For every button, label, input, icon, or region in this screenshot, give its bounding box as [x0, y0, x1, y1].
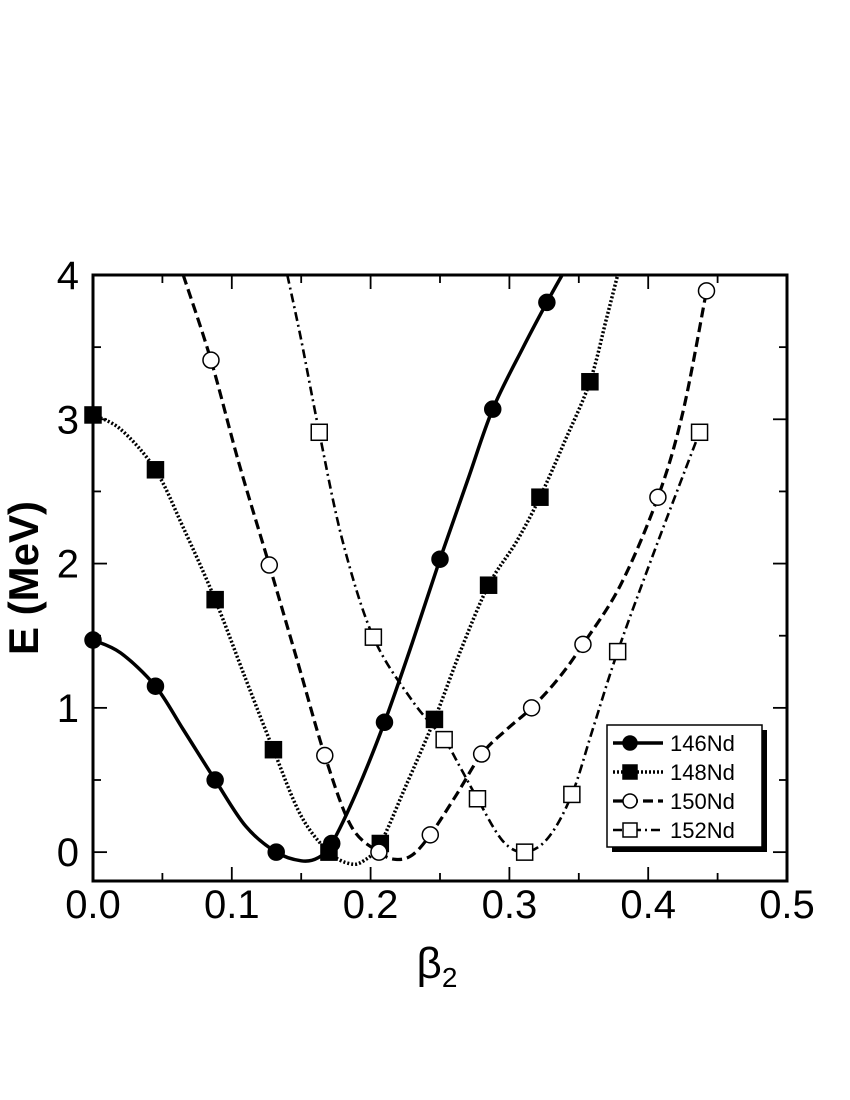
- x-tick-label: 0.2: [343, 883, 399, 927]
- series-markers: [84, 282, 716, 861]
- data-point-148Nd-2: [206, 590, 224, 609]
- legend-marker-146Nd: [622, 735, 638, 751]
- legend-marker-148Nd: [622, 764, 638, 780]
- y-tick-label: 4: [57, 254, 79, 298]
- data-point-150Nd-1: [260, 556, 279, 574]
- y-tick-label: 0: [57, 831, 79, 875]
- data-point-148Nd-8: [531, 488, 549, 506]
- data-point-150Nd-9: [697, 282, 716, 300]
- y-tick-label: 3: [57, 398, 79, 442]
- legend-label-150Nd: 150Nd: [670, 789, 735, 814]
- data-point-148Nd-3: [264, 740, 283, 759]
- legend: 146Nd 148Nd 150Nd 152Nd: [606, 724, 767, 852]
- data-point-148Nd-6: [425, 710, 444, 729]
- data-point-150Nd-7: [574, 635, 592, 654]
- data-point-150Nd-3: [370, 843, 388, 861]
- x-axis-title-subscript: 2: [442, 962, 458, 993]
- x-tick-label: 0.5: [759, 883, 815, 927]
- data-point-152Nd-6: [608, 642, 627, 661]
- data-point-152Nd-7: [690, 423, 709, 442]
- legend-marker-150Nd: [622, 793, 638, 809]
- data-point-152Nd-4: [515, 843, 534, 861]
- x-tick-label: 0.3: [482, 883, 538, 927]
- data-point-146Nd-7: [483, 400, 502, 418]
- plot-frame: [91, 273, 789, 883]
- data-point-146Nd-8: [538, 293, 556, 312]
- data-point-148Nd-9: [581, 373, 599, 391]
- data-point-152Nd-0: [310, 423, 328, 442]
- data-point-148Nd-7: [479, 576, 498, 594]
- x-tick-label: 0.1: [204, 883, 260, 927]
- data-point-148Nd-4: [320, 843, 338, 861]
- data-point-150Nd-0: [202, 351, 220, 369]
- data-point-152Nd-3: [468, 790, 487, 808]
- series-line-146Nd: [93, 275, 564, 863]
- series-line-148Nd: [93, 275, 620, 867]
- y-tick-label: 1: [57, 687, 79, 731]
- legend-label-148Nd: 148Nd: [670, 760, 735, 785]
- legend-marker-152Nd: [622, 822, 638, 838]
- data-point-150Nd-8: [649, 488, 667, 506]
- data-point-146Nd-2: [206, 771, 224, 789]
- x-tick-label: 0.4: [620, 883, 676, 927]
- x-axis-title: β2: [417, 939, 458, 993]
- data-point-152Nd-2: [435, 730, 453, 749]
- data-point-152Nd-5: [563, 785, 581, 804]
- legend-label-146Nd: 146Nd: [670, 731, 735, 756]
- data-point-152Nd-1: [364, 628, 383, 646]
- data-point-150Nd-5: [472, 745, 491, 763]
- data-point-150Nd-4: [421, 826, 440, 844]
- y-tick-label: 2: [57, 543, 79, 587]
- data-point-150Nd-2: [316, 746, 334, 765]
- tick-labels: 0.0 0.1 0.2 0.3 0.4 0.5 0 1 2 3 4: [57, 254, 815, 927]
- data-point-148Nd-1: [146, 461, 165, 479]
- data-point-146Nd-1: [146, 677, 165, 695]
- data-point-146Nd-5: [375, 713, 394, 732]
- x-axis-title-main: β: [417, 939, 442, 988]
- data-point-146Nd-3: [267, 843, 285, 861]
- data-point-146Nd-6: [431, 550, 449, 568]
- x-tick-label: 0.0: [65, 883, 121, 927]
- y-axis-title: E (MeV): [0, 501, 47, 655]
- legend-label-152Nd: 152Nd: [670, 818, 735, 843]
- data-point-150Nd-6: [522, 699, 541, 717]
